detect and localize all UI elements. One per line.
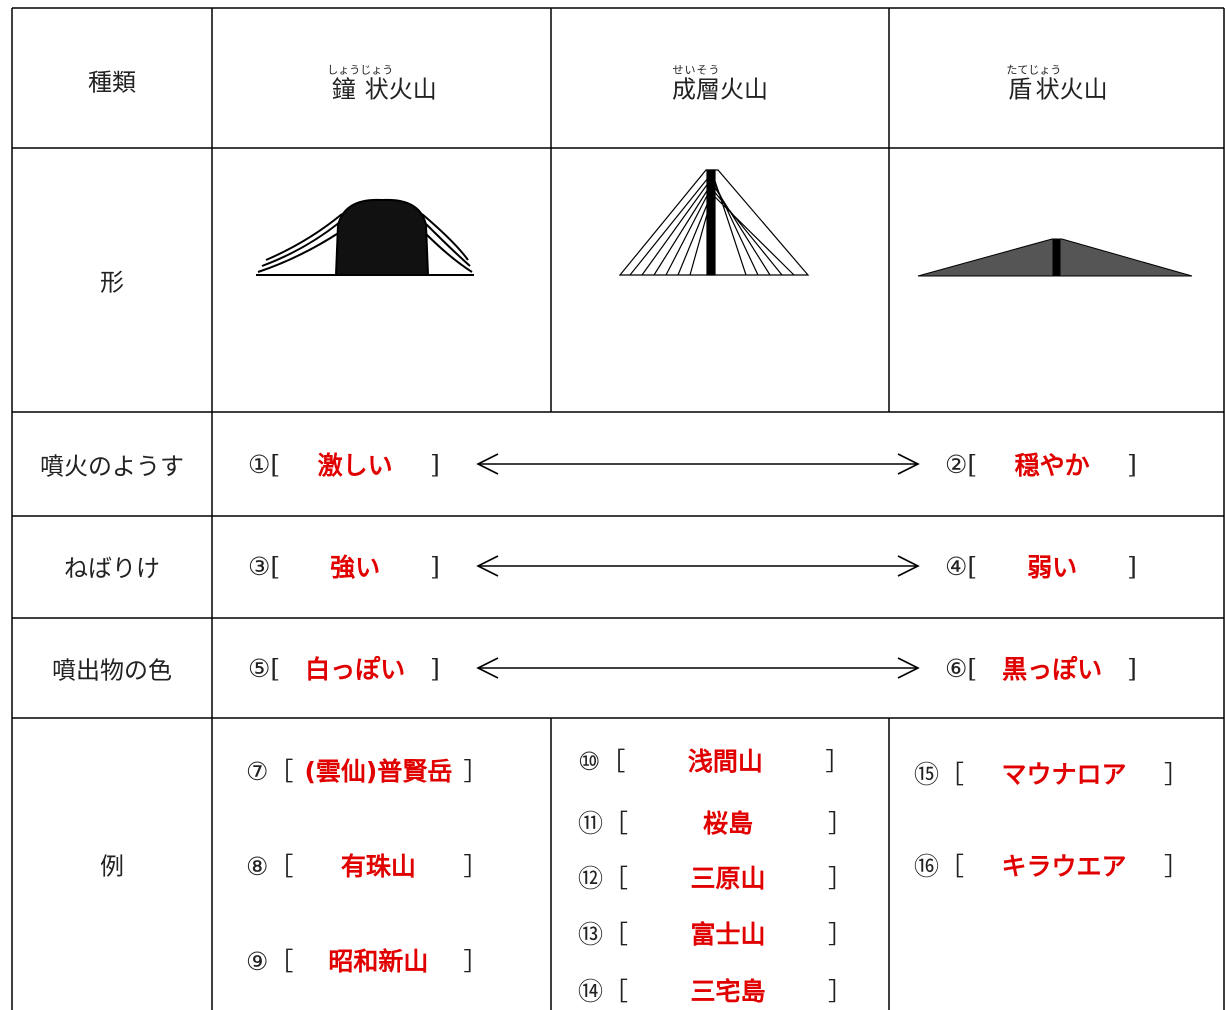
rest-text: 火山 (720, 75, 768, 104)
strato-volcano (618, 169, 810, 276)
column-header: 盾状たてじょう火山 (1006, 64, 1107, 105)
answer-item: ⑪［ 桜島 ］ (578, 804, 853, 840)
answer: (雲仙)普賢岳 (304, 757, 453, 786)
bracket: ] (1127, 653, 1137, 683)
bracket: ］ (463, 947, 489, 976)
bracket: ] (430, 551, 440, 581)
answer: 白っぽい (305, 655, 406, 684)
bracket: ］ (1164, 852, 1190, 881)
answer-item: ⑮［ マウナロア ］ (914, 755, 1189, 791)
ruby: 盾状たてじょう (1006, 64, 1062, 104)
bracket: ］ (463, 757, 489, 786)
item-number: ③[ (248, 551, 281, 581)
row-label: 例 (100, 852, 124, 881)
item-number: ⑯［ (914, 852, 965, 881)
answer: キラウエア (1001, 852, 1127, 881)
item-number: ⑩［ (578, 747, 626, 776)
answer: 三宅島 (690, 977, 766, 1006)
bracket: ] (1127, 551, 1137, 581)
answer-item: ④[ 弱い] (945, 548, 1137, 584)
answer: 富士山 (690, 920, 766, 949)
item-number: ⑪［ (578, 809, 629, 838)
item-number: ⑨［ (246, 947, 294, 976)
base-text: 成層 (672, 75, 720, 104)
answer-item: ⑫［ 三原山 ］ (578, 859, 853, 895)
item-number: ⑮［ (914, 760, 965, 789)
item-number: ⑥[ (945, 653, 978, 683)
answer: マウナロア (1001, 760, 1127, 789)
answer-item: ⑯［ キラウエア ］ (914, 847, 1189, 883)
item-number: ⑬［ (578, 920, 629, 949)
bracket: ］ (1164, 760, 1190, 789)
arrows (476, 453, 920, 679)
ruby: 成層せいそう (672, 64, 720, 104)
item-number: ⑤[ (248, 653, 281, 683)
ruby-text: たてじょう (1006, 63, 1062, 77)
column-header: 成層せいそう火山 (672, 64, 768, 105)
rest-text: 火山 (388, 75, 437, 104)
answer: 昭和新山 (328, 947, 429, 976)
bracket: ］ (828, 809, 854, 838)
ruby-text: せいそう (672, 63, 720, 77)
base-text: 鐘状 (327, 75, 394, 104)
answer: 有珠山 (340, 852, 416, 881)
type-label: 種類 (88, 68, 136, 97)
answer-item: ②[ 穏やか] (945, 446, 1137, 482)
bracket: ］ (825, 747, 851, 776)
item-number: ⑭［ (578, 977, 629, 1006)
answer-item: ⑨［ 昭和新山 ］ (246, 942, 488, 978)
answer: 桜島 (703, 809, 754, 838)
answer-item: ⑥[ 黒っぽい] (945, 650, 1137, 686)
bracket: ] (1127, 449, 1137, 479)
answer-item: ⑭［ 三宅島 ］ (578, 972, 853, 1008)
answer-item: ⑤[ 白っぽい] (248, 650, 440, 686)
answer-item: ③[ 強い] (248, 548, 440, 584)
row-label: 噴出物の色 (52, 656, 172, 685)
ruby-text: しょうじょう (327, 63, 394, 77)
answer: 弱い (1027, 553, 1078, 582)
answer: 三原山 (690, 864, 766, 893)
item-number: ⑦［ (246, 757, 294, 786)
column-header: 鐘状しょうじょう火山 (327, 64, 437, 105)
bracket: ] (430, 653, 440, 683)
rest-text: 火山 (1059, 75, 1108, 104)
bracket: ］ (828, 920, 854, 949)
bell-volcano (256, 198, 474, 276)
base-text: 盾状 (1006, 75, 1062, 104)
answer-item: ⑦［ (雲仙)普賢岳 ］ (246, 752, 488, 788)
ruby: 鐘状しょうじょう (327, 64, 393, 104)
item-number: ①[ (248, 449, 281, 479)
shield-volcano (917, 238, 1193, 277)
answer: 穏やか (1014, 451, 1090, 480)
answer: 黒っぽい (1002, 655, 1103, 684)
answer: 浅間山 (687, 747, 763, 776)
answer: 強い (330, 553, 381, 582)
answer-item: ⑬［ 富士山 ］ (578, 915, 853, 951)
bracket: ］ (828, 864, 854, 893)
bracket: ］ (463, 852, 489, 881)
answer-item: ①[ 激しい] (248, 446, 440, 482)
item-number: ⑧［ (246, 852, 294, 881)
bracket: ］ (828, 977, 854, 1006)
row-label: 形 (100, 268, 124, 297)
row-label: ねばりけ (64, 554, 160, 583)
item-number: ⑫［ (578, 864, 629, 893)
item-number: ②[ (945, 449, 978, 479)
row-label: 噴火のようす (40, 452, 184, 481)
item-number: ④[ (945, 551, 978, 581)
answer-item: ⑧［ 有珠山 ］ (246, 847, 488, 883)
answer: 激しい (317, 451, 393, 480)
answer-item: ⑩［ 浅間山 ］ (578, 742, 850, 778)
bracket: ] (430, 449, 440, 479)
